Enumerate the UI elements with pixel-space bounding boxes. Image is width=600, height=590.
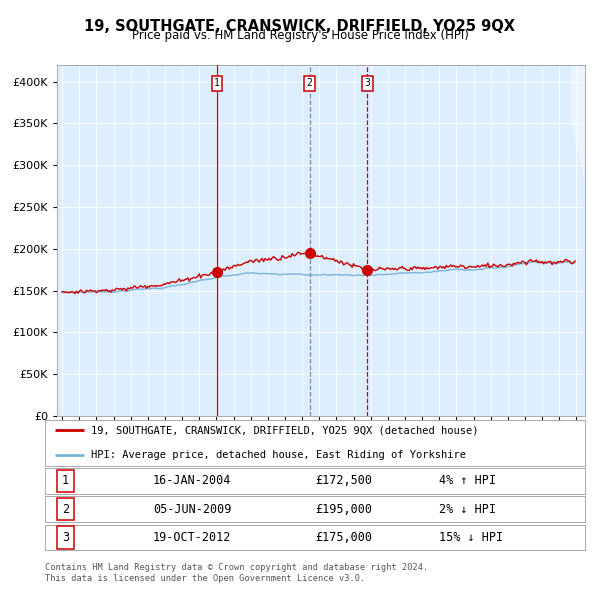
Text: 15% ↓ HPI: 15% ↓ HPI [439, 531, 503, 544]
Text: £175,000: £175,000 [315, 531, 372, 544]
Text: 2: 2 [307, 78, 313, 88]
Text: £172,500: £172,500 [315, 474, 372, 487]
Text: 3: 3 [62, 531, 69, 544]
Text: Price paid vs. HM Land Registry's House Price Index (HPI): Price paid vs. HM Land Registry's House … [131, 30, 469, 42]
Text: £195,000: £195,000 [315, 503, 372, 516]
Text: 1: 1 [214, 78, 220, 88]
Text: 2: 2 [62, 503, 69, 516]
Text: Contains HM Land Registry data © Crown copyright and database right 2024.: Contains HM Land Registry data © Crown c… [45, 563, 428, 572]
Text: 05-JUN-2009: 05-JUN-2009 [153, 503, 232, 516]
Text: 19, SOUTHGATE, CRANSWICK, DRIFFIELD, YO25 9QX (detached house): 19, SOUTHGATE, CRANSWICK, DRIFFIELD, YO2… [91, 425, 478, 435]
Text: HPI: Average price, detached house, East Riding of Yorkshire: HPI: Average price, detached house, East… [91, 450, 466, 460]
Text: 1: 1 [62, 474, 69, 487]
Text: 19-OCT-2012: 19-OCT-2012 [153, 531, 232, 544]
Text: This data is licensed under the Open Government Licence v3.0.: This data is licensed under the Open Gov… [45, 573, 365, 583]
Text: 16-JAN-2004: 16-JAN-2004 [153, 474, 232, 487]
Text: 19, SOUTHGATE, CRANSWICK, DRIFFIELD, YO25 9QX: 19, SOUTHGATE, CRANSWICK, DRIFFIELD, YO2… [85, 19, 515, 34]
Text: 2% ↓ HPI: 2% ↓ HPI [439, 503, 496, 516]
Text: 3: 3 [364, 78, 370, 88]
Text: 4% ↑ HPI: 4% ↑ HPI [439, 474, 496, 487]
Polygon shape [571, 65, 585, 182]
